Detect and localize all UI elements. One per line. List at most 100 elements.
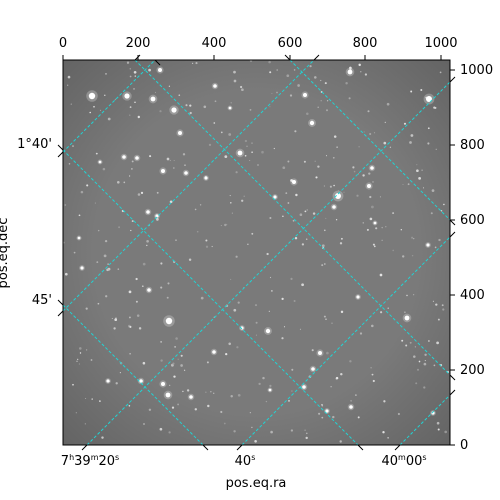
faint-star (418, 360, 421, 363)
faint-star (107, 263, 109, 265)
faint-star (401, 339, 404, 342)
faint-star (175, 239, 177, 241)
bright-star (135, 156, 139, 160)
faint-star (129, 325, 132, 328)
bright-star (273, 195, 277, 199)
faint-star (438, 238, 441, 242)
faint-star (200, 296, 204, 300)
star-field (63, 60, 450, 443)
faint-star (160, 359, 163, 362)
faint-star (249, 159, 251, 162)
right-pixel-axis (450, 69, 455, 446)
faint-star (356, 194, 359, 197)
faint-star (129, 175, 131, 177)
faint-star (282, 166, 286, 170)
faint-star (276, 69, 278, 71)
bright-star (325, 409, 329, 413)
faint-star (286, 74, 290, 78)
faint-star (142, 361, 146, 365)
faint-star (405, 344, 408, 347)
bright-star (161, 382, 165, 386)
faint-star (208, 143, 212, 147)
top-tick-label: 800 (353, 36, 378, 51)
bright-star (204, 176, 208, 180)
faint-star (79, 347, 82, 350)
faint-star (309, 65, 312, 68)
faint-star (78, 214, 81, 217)
faint-star (360, 71, 362, 73)
faint-star (329, 185, 332, 188)
faint-star (129, 114, 131, 116)
faint-star (247, 243, 249, 245)
faint-star (387, 307, 389, 309)
top-tick-label: 0 (59, 36, 67, 51)
faint-star (159, 110, 162, 113)
faint-star (350, 399, 353, 402)
faint-star (115, 317, 117, 319)
bright-star (171, 107, 177, 113)
faint-star (130, 229, 132, 232)
wcs-tick-mark (449, 389, 456, 396)
bright-star (184, 171, 188, 175)
faint-star (191, 62, 194, 65)
grid-line (134, 60, 450, 376)
faint-star (107, 117, 111, 121)
faint-star (104, 239, 108, 243)
bright-star (158, 68, 162, 72)
faint-star (325, 155, 328, 157)
faint-star (254, 439, 257, 443)
faint-star (94, 202, 96, 204)
faint-star (177, 403, 180, 406)
faint-star (362, 222, 364, 224)
wcs-tick-mark (449, 231, 456, 238)
faint-star (383, 141, 387, 145)
faint-star (249, 412, 251, 414)
faint-star (249, 109, 252, 111)
bright-star (426, 96, 432, 102)
bright-star (147, 288, 151, 292)
faint-star (291, 368, 294, 371)
faint-star (220, 225, 222, 227)
faint-star (237, 301, 240, 304)
faint-star (273, 147, 275, 150)
faint-star (256, 163, 260, 167)
faint-star (333, 135, 337, 138)
faint-star (349, 360, 352, 363)
bright-star (349, 405, 353, 409)
faint-star (180, 354, 183, 357)
faint-star (196, 230, 199, 233)
faint-star (199, 204, 202, 206)
top-tick-label: 200 (126, 36, 151, 51)
wcs-tick-mark (57, 151, 64, 158)
wcs-tick-mark (357, 444, 364, 451)
sky-vignette (63, 60, 450, 445)
faint-star (379, 196, 381, 198)
faint-star (409, 341, 412, 344)
faint-star (244, 154, 247, 157)
bright-star (309, 120, 315, 126)
faint-star (317, 106, 319, 108)
faint-star (315, 176, 318, 179)
faint-star (323, 185, 325, 187)
faint-star (411, 255, 414, 257)
right-tick-label: 600 (460, 213, 485, 228)
bright-star (332, 205, 336, 209)
right-tick-label: 400 (460, 288, 485, 303)
faint-star (304, 429, 306, 431)
faint-star (380, 311, 383, 314)
y-axis-title: pos.eq.dec (0, 218, 11, 289)
faint-star (223, 422, 226, 425)
faint-star (254, 304, 258, 307)
faint-star (432, 300, 434, 302)
faint-star (289, 94, 293, 97)
faint-star (443, 203, 445, 206)
faint-star (149, 155, 152, 158)
faint-star (291, 390, 293, 392)
faint-star (137, 193, 141, 196)
wcs-tick-mark (313, 54, 320, 61)
faint-star (271, 92, 273, 95)
bright-star (146, 210, 150, 214)
faint-star (305, 238, 308, 240)
faint-star (440, 210, 443, 212)
faint-star (86, 184, 89, 187)
